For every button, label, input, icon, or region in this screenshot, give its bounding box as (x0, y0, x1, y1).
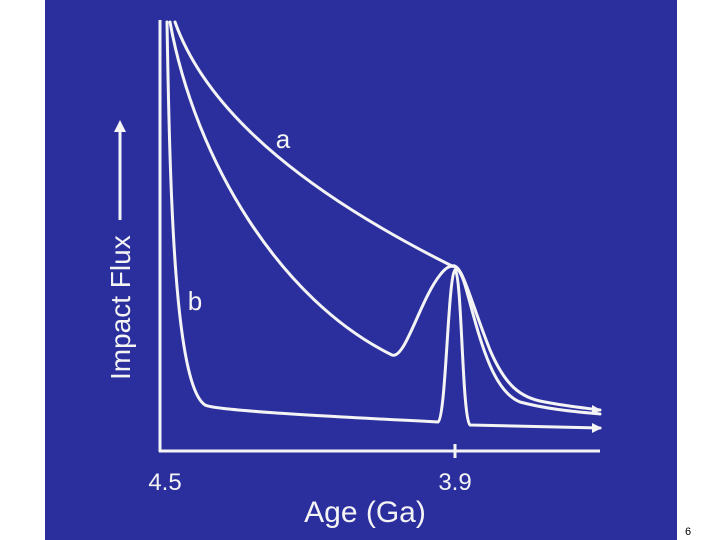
x-tick-label: 3.9 (438, 469, 471, 496)
curve-b (165, 20, 602, 430)
curve-middle (168, 20, 602, 416)
x-tick-label: 4.5 (148, 469, 181, 496)
slide-background (45, 0, 677, 540)
arrow-head (592, 423, 602, 433)
y-label-arrow-head (114, 120, 126, 132)
y-label-group: Impact Flux (105, 120, 136, 380)
arrow-head (592, 405, 601, 415)
y-axis-label: Impact Flux (105, 235, 136, 380)
x-axis-label: Age (Ga) (304, 496, 426, 529)
curve-label: a (276, 124, 291, 154)
page-number: 6 (685, 526, 691, 538)
curve-label: b (188, 286, 202, 316)
